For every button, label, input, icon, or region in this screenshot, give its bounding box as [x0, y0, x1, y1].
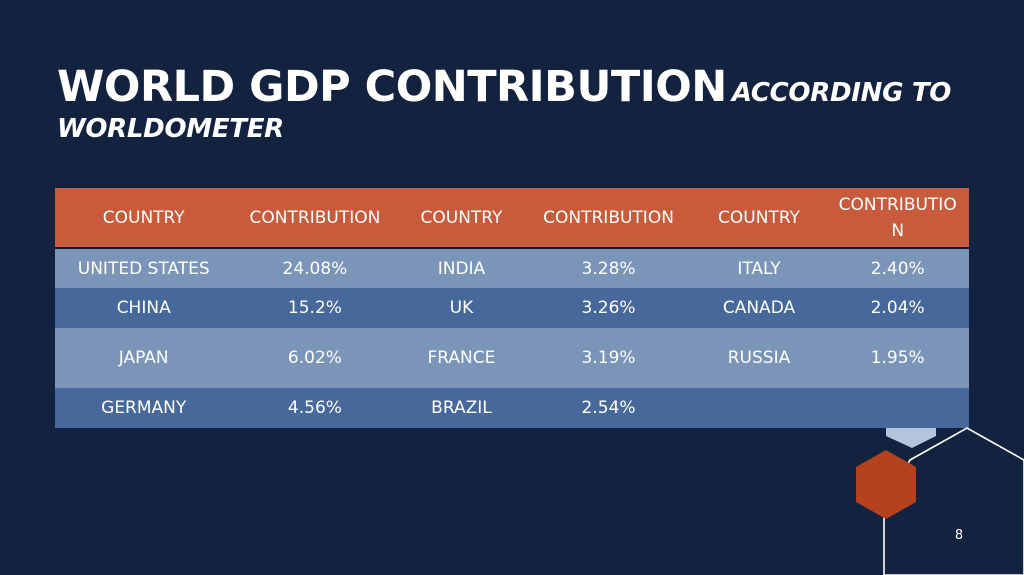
- table-header-row: COUNTRY CONTRIBUTION COUNTRY CONTRIBUTIO…: [55, 188, 969, 249]
- hexagon-light-blue: [886, 428, 936, 448]
- country-cell: UNITED STATES: [55, 248, 233, 288]
- contribution-cell: 4.56%: [232, 388, 398, 428]
- table-row: UNITED STATES 24.08% INDIA 3.28% ITALY 2…: [55, 248, 969, 288]
- country-cell: [691, 388, 827, 428]
- contribution-cell: 3.19%: [525, 328, 692, 388]
- table-row: GERMANY 4.56% BRAZIL 2.54%: [55, 388, 969, 428]
- contribution-cell: 2.04%: [826, 288, 969, 328]
- contribution-cell: 3.28%: [525, 248, 692, 288]
- slide-subtitle: ACCORDING TO WORLDOMETER: [57, 78, 952, 144]
- hexagon-filled-orange: [856, 450, 916, 519]
- page-number: 8: [954, 528, 964, 543]
- slide-title-block: WORLD GDP CONTRIBUTION ACCORDING TO WORL…: [57, 62, 987, 146]
- contribution-cell: 2.54%: [525, 388, 692, 428]
- country-cell: RUSSIA: [691, 328, 827, 388]
- contribution-cell: 3.26%: [525, 288, 692, 328]
- contribution-cell: 6.02%: [232, 328, 398, 388]
- contribution-cell: 24.08%: [232, 248, 398, 288]
- country-cell: INDIA: [397, 248, 526, 288]
- gdp-table: COUNTRY CONTRIBUTION COUNTRY CONTRIBUTIO…: [55, 188, 969, 428]
- column-header-country: COUNTRY: [55, 188, 233, 249]
- country-cell: JAPAN: [55, 328, 233, 388]
- table-row: JAPAN 6.02% FRANCE 3.19% RUSSIA 1.95%: [55, 328, 969, 388]
- contribution-cell: 1.95%: [826, 328, 969, 388]
- column-header-country: COUNTRY: [397, 188, 526, 249]
- country-cell: CHINA: [55, 288, 233, 328]
- table-row: CHINA 15.2% UK 3.26% CANADA 2.04%: [55, 288, 969, 328]
- contribution-cell: [826, 388, 969, 428]
- slide-title: WORLD GDP CONTRIBUTION: [57, 62, 727, 112]
- column-header-country: COUNTRY: [691, 188, 827, 249]
- country-cell: CANADA: [691, 288, 827, 328]
- country-cell: GERMANY: [55, 388, 233, 428]
- column-header-contribution: CONTRIBUTION: [525, 188, 692, 249]
- country-cell: BRAZIL: [397, 388, 526, 428]
- country-cell: UK: [397, 288, 526, 328]
- contribution-cell: 15.2%: [232, 288, 398, 328]
- country-cell: ITALY: [691, 248, 827, 288]
- contribution-cell: 2.40%: [826, 248, 969, 288]
- column-header-contribution: CONTRIBUTION: [826, 188, 969, 249]
- country-cell: FRANCE: [397, 328, 526, 388]
- column-header-contribution: CONTRIBUTION: [232, 188, 398, 249]
